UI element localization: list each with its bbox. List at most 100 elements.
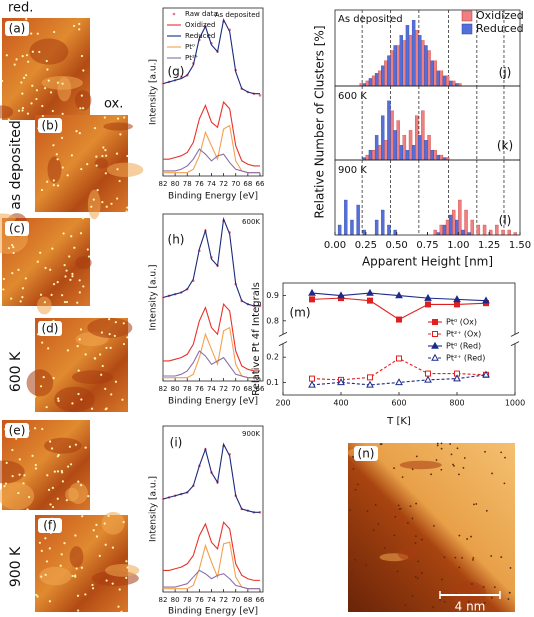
cluster-dot — [21, 287, 25, 290]
cluster-dot — [35, 97, 38, 101]
cluster-dot — [78, 338, 81, 341]
axis-break-mark — [510, 332, 520, 337]
cluster-dot — [484, 450, 486, 453]
cluster-dot — [458, 534, 461, 537]
cluster-dot — [101, 154, 104, 158]
cluster-dot — [485, 509, 488, 512]
cluster-dot — [95, 155, 98, 158]
cluster-dot — [356, 483, 359, 486]
cluster-dot — [80, 398, 83, 401]
cluster-dot — [404, 604, 407, 607]
cluster-dot — [352, 455, 354, 458]
cluster-dot — [80, 167, 83, 171]
cluster-dot — [56, 81, 59, 84]
cluster-dot — [92, 198, 95, 201]
series-line — [162, 18, 260, 95]
series-line — [163, 350, 260, 379]
data-point — [395, 291, 403, 299]
data-point — [179, 75, 183, 79]
histogram-bar — [371, 75, 376, 87]
histogram-bar — [408, 130, 413, 161]
legend-marker — [432, 331, 438, 337]
x-tick-label: 400 — [333, 399, 348, 408]
cluster-dot — [31, 50, 34, 53]
x-tick-label: 72 — [219, 385, 228, 393]
cluster-dot — [40, 575, 43, 578]
legend-label: Reduced — [185, 32, 215, 40]
y-axis-label: Intensity [a.u.] — [149, 476, 159, 542]
histogram-bar — [378, 70, 382, 87]
x-tick-label: 74 — [207, 180, 216, 188]
cluster-dot — [24, 74, 28, 77]
x-tick-label: 82 — [159, 385, 168, 393]
cluster-dot — [63, 542, 66, 545]
legend-swatch — [461, 23, 473, 35]
cluster-dot — [65, 269, 68, 272]
cluster-dot — [68, 445, 72, 448]
y-axis-label: Relative Number of Clusters [%] — [313, 25, 327, 218]
cluster-dot — [22, 76, 26, 79]
cluster-dot — [42, 376, 45, 379]
cluster-dot — [61, 112, 64, 115]
histogram-bar — [424, 140, 428, 161]
legend-marker — [432, 319, 438, 325]
cluster-dot — [25, 54, 29, 57]
cluster-dot — [122, 342, 126, 346]
cluster-dot — [104, 172, 107, 175]
histogram-bar — [356, 204, 360, 236]
panel-label-box — [38, 518, 62, 533]
cluster-dot — [377, 523, 380, 526]
cluster-dot — [348, 603, 351, 605]
cluster-dot — [76, 301, 79, 304]
histogram-bar — [442, 224, 447, 236]
cluster-dot — [108, 332, 111, 336]
cluster-dot — [77, 609, 80, 612]
x-tick-label: 0.25 — [355, 240, 377, 251]
cluster-dot — [74, 534, 77, 537]
cluster-dot — [383, 547, 386, 550]
cluster-dot — [113, 334, 116, 337]
cluster-dot — [440, 578, 443, 581]
cluster-dot — [21, 55, 24, 58]
legend-label: Raw data — [185, 10, 218, 18]
cluster-dot — [75, 130, 78, 133]
cluster-dot — [20, 81, 23, 84]
cluster-dot — [125, 576, 128, 580]
panel-label: (e) — [9, 424, 26, 438]
x-tick-label: 1.50 — [509, 240, 531, 251]
cluster-dot — [119, 133, 122, 136]
x-tick-label: 78 — [183, 596, 192, 604]
cluster-dot — [66, 349, 70, 352]
cluster-dot — [43, 301, 46, 304]
y-tick-label: 0.8 — [266, 316, 279, 325]
cluster-dot — [61, 480, 65, 483]
cluster-dot — [104, 387, 107, 390]
cluster-dot — [76, 594, 80, 597]
panel-label-box — [38, 118, 62, 133]
histogram-bar — [461, 229, 465, 236]
cluster-dot — [504, 456, 506, 459]
series-line — [163, 521, 260, 581]
cluster-dot — [414, 542, 417, 544]
cluster-dot — [87, 255, 91, 258]
cluster-dot — [101, 364, 104, 368]
cluster-dot — [507, 598, 510, 600]
cluster-dot — [103, 522, 106, 525]
histogram-bar — [433, 229, 437, 236]
cluster-dot — [30, 102, 33, 105]
cluster-dot — [409, 505, 412, 508]
cluster-dot — [41, 104, 44, 108]
cluster-dot — [126, 336, 129, 339]
cluster-dot — [47, 79, 50, 82]
cluster-dot — [503, 482, 506, 485]
data-point — [308, 288, 316, 296]
cluster-dot — [95, 535, 99, 538]
cluster-dot — [351, 572, 353, 575]
cluster-dot — [46, 180, 49, 183]
histogram-bar — [445, 75, 450, 87]
cluster-dot — [5, 461, 8, 464]
cluster-dot — [102, 146, 105, 149]
cluster-dot — [352, 468, 355, 470]
axis-break-mark — [510, 341, 520, 346]
histogram-bar — [381, 65, 385, 87]
